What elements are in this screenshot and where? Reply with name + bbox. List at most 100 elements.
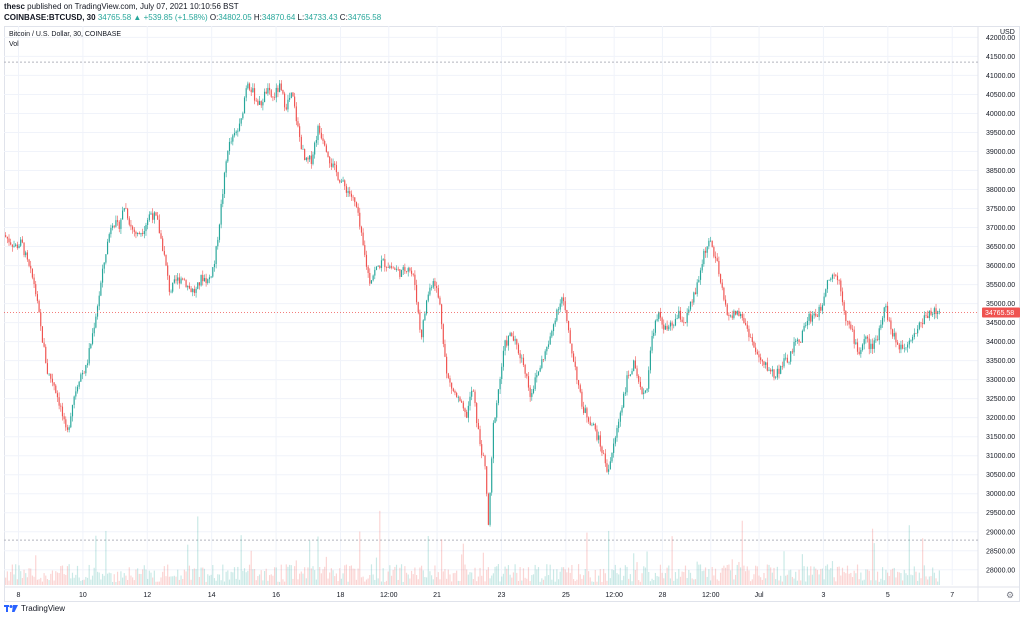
candle[interactable]: [248, 83, 251, 90]
candle[interactable]: [542, 359, 545, 360]
candle[interactable]: [322, 138, 324, 141]
candle[interactable]: [628, 375, 630, 376]
candle[interactable]: [880, 324, 882, 329]
candle[interactable]: [496, 403, 498, 418]
candle[interactable]: [507, 336, 510, 346]
candle[interactable]: [927, 315, 929, 319]
candle[interactable]: [760, 357, 762, 361]
candle[interactable]: [399, 269, 401, 277]
candle[interactable]: [128, 218, 130, 225]
candle[interactable]: [828, 279, 830, 281]
candle[interactable]: [390, 266, 393, 268]
candle[interactable]: [611, 452, 613, 462]
candle[interactable]: [125, 208, 127, 209]
candle[interactable]: [405, 271, 408, 272]
candle[interactable]: [686, 312, 688, 323]
candle[interactable]: [385, 267, 388, 268]
candle[interactable]: [572, 353, 575, 362]
candle[interactable]: [649, 350, 651, 371]
candle[interactable]: [932, 314, 934, 315]
candle[interactable]: [608, 469, 610, 472]
candle[interactable]: [704, 250, 707, 253]
candle[interactable]: [746, 324, 748, 329]
candle[interactable]: [831, 274, 834, 279]
candle[interactable]: [142, 232, 144, 235]
candle[interactable]: [332, 163, 334, 167]
candle[interactable]: [157, 215, 159, 220]
candle[interactable]: [808, 313, 810, 321]
candle[interactable]: [354, 197, 356, 203]
candle[interactable]: [177, 277, 179, 281]
candle[interactable]: [776, 368, 778, 378]
candle[interactable]: [275, 87, 277, 98]
candle[interactable]: [145, 224, 147, 232]
candle[interactable]: [300, 136, 302, 150]
candle[interactable]: [265, 91, 267, 94]
candle[interactable]: [96, 306, 99, 317]
candle[interactable]: [409, 268, 411, 271]
candle[interactable]: [183, 279, 185, 281]
candle[interactable]: [253, 88, 256, 101]
candle[interactable]: [481, 444, 483, 456]
candle[interactable]: [696, 282, 698, 295]
candle[interactable]: [671, 322, 673, 326]
candle[interactable]: [317, 125, 319, 141]
candle[interactable]: [111, 225, 114, 228]
candle[interactable]: [639, 381, 641, 387]
candle[interactable]: [207, 279, 209, 284]
candle[interactable]: [740, 314, 742, 317]
candle[interactable]: [823, 296, 825, 306]
candle[interactable]: [340, 181, 342, 183]
candle[interactable]: [479, 429, 481, 445]
candle[interactable]: [192, 288, 194, 293]
candle[interactable]: [168, 275, 170, 292]
candle[interactable]: [173, 279, 175, 283]
candle[interactable]: [23, 242, 25, 256]
candle[interactable]: [369, 272, 371, 284]
candle[interactable]: [60, 405, 62, 407]
candle[interactable]: [6, 236, 8, 239]
candle[interactable]: [167, 265, 169, 276]
candle[interactable]: [5, 235, 7, 237]
candle[interactable]: [230, 141, 232, 143]
candle[interactable]: [374, 269, 376, 276]
candle[interactable]: [152, 213, 154, 220]
candle[interactable]: [606, 463, 608, 472]
candle[interactable]: [728, 314, 730, 316]
candle[interactable]: [429, 287, 431, 295]
candle[interactable]: [509, 333, 511, 337]
candle[interactable]: [853, 329, 855, 344]
legend-volume[interactable]: Vol: [9, 41, 19, 48]
candle[interactable]: [661, 317, 663, 325]
candle[interactable]: [775, 377, 777, 378]
candle[interactable]: [562, 297, 565, 302]
candle[interactable]: [693, 292, 695, 303]
candle[interactable]: [813, 313, 815, 316]
candle[interactable]: [656, 319, 658, 321]
candle[interactable]: [41, 326, 44, 343]
candle[interactable]: [225, 161, 227, 173]
candle[interactable]: [58, 397, 60, 406]
candle[interactable]: [148, 214, 150, 220]
candle[interactable]: [735, 310, 737, 315]
candle[interactable]: [267, 87, 269, 94]
candle[interactable]: [783, 358, 785, 367]
candle[interactable]: [380, 260, 383, 268]
candle[interactable]: [364, 245, 366, 255]
candle[interactable]: [158, 219, 160, 234]
candle[interactable]: [678, 310, 680, 319]
candle[interactable]: [616, 428, 618, 438]
candle[interactable]: [198, 282, 201, 286]
candle[interactable]: [883, 307, 885, 318]
candle[interactable]: [407, 268, 409, 272]
candle[interactable]: [31, 268, 33, 278]
candle[interactable]: [569, 330, 571, 344]
candle[interactable]: [344, 180, 346, 187]
candle[interactable]: [843, 302, 845, 312]
candle[interactable]: [232, 135, 234, 142]
candle[interactable]: [584, 408, 586, 413]
candle[interactable]: [706, 246, 708, 253]
candle[interactable]: [537, 371, 540, 375]
candle[interactable]: [815, 313, 817, 316]
